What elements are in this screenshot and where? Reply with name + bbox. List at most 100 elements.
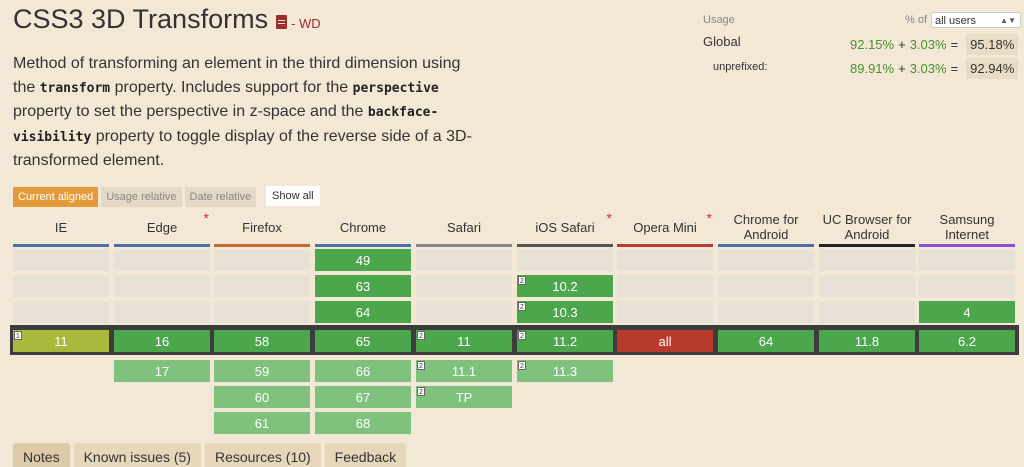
browser-header-edge[interactable]: Edge * <box>114 210 210 247</box>
version-cell[interactable]: 64 <box>315 301 411 323</box>
tab-notes[interactable]: Notes <box>13 443 70 467</box>
browser-name: Edge <box>146 219 178 235</box>
browser-name: IE <box>54 219 68 235</box>
prefix-asterisk: * <box>706 210 712 226</box>
browser-header-firefox[interactable]: Firefox <box>214 210 310 247</box>
version-label: 64 <box>355 304 371 320</box>
version-label: all <box>658 333 672 349</box>
version-cell[interactable]: 68 <box>315 412 411 434</box>
browser-header-samsung-internet[interactable]: Samsung Internet <box>919 210 1015 247</box>
current-version-cell[interactable]: 11.2 2 <box>517 330 613 352</box>
empty-cell <box>617 275 713 297</box>
desc-code: perspective <box>352 80 439 96</box>
version-cell[interactable]: 17 <box>114 360 210 382</box>
browser-header-chrome-for-android[interactable]: Chrome for Android <box>718 210 814 247</box>
empty-cell <box>617 249 713 271</box>
note-badge: 2 <box>417 331 425 340</box>
empty-cell <box>517 249 613 271</box>
empty-cell <box>214 249 310 271</box>
version-cell[interactable]: 10.2 2 <box>517 275 613 297</box>
current-version-cell[interactable]: all <box>617 330 713 352</box>
browser-column-uc-browser-for-android: UC Browser for Android <box>819 210 915 247</box>
empty-cell <box>416 301 512 323</box>
desc-text: property to toggle display of the revers… <box>13 127 472 170</box>
version-cell[interactable]: 49 <box>315 249 411 271</box>
filter-current-aligned[interactable]: Current aligned <box>13 187 99 207</box>
version-label: 10.2 <box>552 278 578 294</box>
filter-date-relative[interactable]: Date relative <box>184 187 257 207</box>
unprefixed-total-pct: 92.94% <box>966 58 1019 79</box>
current-version-cell[interactable]: 16 <box>114 330 210 352</box>
browser-name: Samsung Internet <box>939 212 995 242</box>
version-cell[interactable]: 4 <box>919 301 1015 323</box>
version-cell[interactable]: 60 <box>214 386 310 408</box>
browser-header-chrome[interactable]: Chrome <box>315 210 411 247</box>
browser-name: Opera Mini <box>633 219 697 235</box>
version-label: 60 <box>254 389 270 405</box>
browser-header-ie[interactable]: IE <box>13 210 109 247</box>
tab-known-issues[interactable]: Known issues (5) <box>73 443 201 467</box>
desc-text: property to set the perspective in z-spa… <box>13 103 368 120</box>
version-label: 68 <box>355 415 371 431</box>
version-cell[interactable]: 11.1 2 <box>416 360 512 382</box>
note-badge: 2 <box>417 361 425 370</box>
tab-resources[interactable]: Resources (10) <box>204 443 321 467</box>
version-label: 16 <box>154 333 170 349</box>
version-cell[interactable]: 66 <box>315 360 411 382</box>
users-select[interactable]: all users ▲▼ <box>931 12 1021 28</box>
current-version-cell[interactable]: 11 2 <box>416 330 512 352</box>
current-version-cell[interactable]: 64 <box>718 330 814 352</box>
version-label: 11 <box>54 333 68 349</box>
global-full-pct: 92.15% <box>850 37 895 52</box>
version-cell[interactable]: TP 2 <box>416 386 512 408</box>
browser-header-ios-safari[interactable]: iOS Safari * <box>517 210 613 247</box>
version-cell[interactable]: 59 <box>214 360 310 382</box>
show-all-button[interactable]: Show all <box>266 186 320 206</box>
browser-column-chrome: Chrome <box>315 210 411 247</box>
global-partial-pct: 3.03% <box>909 37 947 52</box>
empty-cell <box>718 249 814 271</box>
version-cell[interactable]: 10.3 2 <box>517 301 613 323</box>
browser-column-samsung-internet: Samsung Internet <box>919 210 1015 247</box>
prefix-asterisk: * <box>606 210 612 226</box>
empty-cell <box>114 249 210 271</box>
current-version-cell[interactable]: 11 1 <box>13 330 109 352</box>
note-badge: 2 <box>518 302 526 311</box>
current-version-cell[interactable]: 58 <box>214 330 310 352</box>
current-version-cell[interactable]: 65 <box>315 330 411 352</box>
empty-cell <box>718 301 814 323</box>
browser-header-opera-mini[interactable]: Opera Mini * <box>617 210 713 247</box>
version-label: 63 <box>355 278 371 294</box>
equals-sign: = <box>950 61 959 76</box>
spec-status[interactable]: - WD <box>291 16 321 31</box>
global-label: Global <box>703 34 741 49</box>
version-label: 17 <box>154 363 170 379</box>
version-cell[interactable]: 61 <box>214 412 310 434</box>
browser-header-uc-browser-for-android[interactable]: UC Browser for Android <box>819 210 915 247</box>
empty-cell <box>919 275 1015 297</box>
empty-cell <box>718 275 814 297</box>
tab-feedback[interactable]: Feedback <box>324 443 407 467</box>
empty-cell <box>114 275 210 297</box>
current-version-cell[interactable]: 6.2 <box>919 330 1015 352</box>
filter-usage-relative[interactable]: Usage relative <box>101 187 182 207</box>
browser-column-chrome-for-android: Chrome for Android <box>718 210 814 247</box>
version-label: 67 <box>355 389 371 405</box>
version-cell[interactable]: 11.3 2 <box>517 360 613 382</box>
version-label: 6.2 <box>957 333 977 349</box>
browser-name: Safari <box>447 219 481 235</box>
version-label: TP <box>455 389 473 405</box>
note-badge: 2 <box>518 331 526 340</box>
spec-document-icon[interactable] <box>276 15 288 29</box>
current-version-cell[interactable]: 11.8 <box>819 330 915 352</box>
browser-column-ie: IE <box>13 210 109 247</box>
desc-text: Method of transforming an element in the… <box>13 55 461 96</box>
browser-column-firefox: Firefox <box>214 210 310 247</box>
usage-label: Usage <box>703 14 735 26</box>
note-badge: 1 <box>14 331 22 340</box>
version-cell[interactable]: 63 <box>315 275 411 297</box>
version-cell[interactable]: 67 <box>315 386 411 408</box>
empty-cell <box>819 301 915 323</box>
browser-header-safari[interactable]: Safari <box>416 210 512 247</box>
browser-name: UC Browser for Android <box>822 212 912 242</box>
